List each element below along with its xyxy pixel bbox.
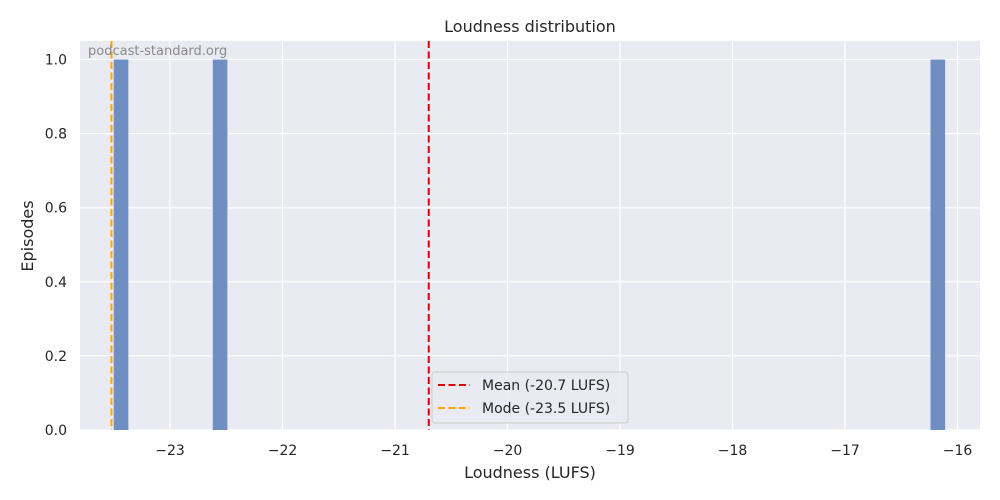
y-axis-label: Episodes [18,200,37,271]
x-tick-label: −21 [380,443,410,459]
y-tick-label: 0.2 [45,349,67,365]
y-tick-label: 0.8 [45,127,67,143]
x-axis-label: Loudness (LUFS) [464,463,596,482]
x-tick-label: −22 [268,443,298,459]
grid-lines [80,41,980,431]
chart-title: Loudness distribution [444,17,616,36]
x-tick-label: −20 [493,443,523,459]
legend: Mean (-20.7 LUFS) Mode (-23.5 LUFS) [431,371,629,424]
watermark-text: podcast-standard.org [88,44,227,59]
y-tick-label: 0.0 [45,423,67,439]
y-tick-label: 0.4 [45,275,67,291]
y-axis-ticks: 0.0 0.2 0.4 0.6 0.8 1.0 [45,53,67,439]
y-tick-label: 1.0 [45,53,67,69]
legend-mode-label: Mode (-23.5 LUFS) [482,401,610,417]
x-tick-label: −18 [718,443,748,459]
histogram-bar [930,59,946,431]
x-tick-label: −16 [943,443,973,459]
x-axis-ticks: −23 −22 −21 −20 −19 −18 −17 −16 [155,443,972,459]
histogram-bar [212,59,228,431]
plot-background [80,41,980,430]
y-tick-label: 0.6 [45,201,67,217]
x-tick-label: −17 [830,443,860,459]
x-tick-label: −19 [605,443,635,459]
reference-lines [110,41,430,430]
x-tick-label: −23 [155,443,185,459]
histogram-bars [113,59,946,431]
legend-box [431,371,629,424]
legend-mean-label: Mean (-20.7 LUFS) [482,378,610,394]
histogram-bar [113,59,129,431]
